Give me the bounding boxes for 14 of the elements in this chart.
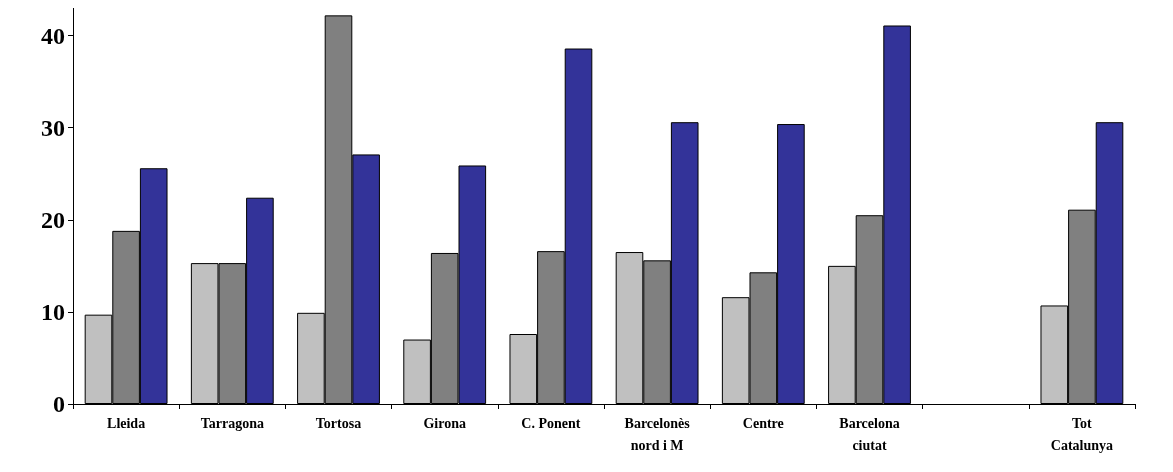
- x-tick-label: Centre: [742, 415, 784, 431]
- y-tick-label: 30: [41, 114, 65, 141]
- x-tick-label: Tarragona: [200, 415, 264, 431]
- y-tick-label: 10: [41, 298, 65, 325]
- x-tick-label: Girona: [423, 415, 466, 431]
- x-tick-label: Barcelona ciutat: [839, 415, 900, 453]
- y-tick-label: 40: [41, 22, 65, 49]
- x-tick-label: Lleida: [107, 415, 146, 431]
- y-tick-label: 20: [41, 206, 65, 233]
- x-tick-label: Barcelonès nord i M: [624, 415, 691, 453]
- y-tick-label: 0: [53, 391, 65, 417]
- x-tick-label: C. Ponent: [521, 415, 581, 431]
- x-tick-label: Tortosa: [315, 415, 362, 431]
- x-tick-label: Tot Catalunya: [1050, 415, 1114, 453]
